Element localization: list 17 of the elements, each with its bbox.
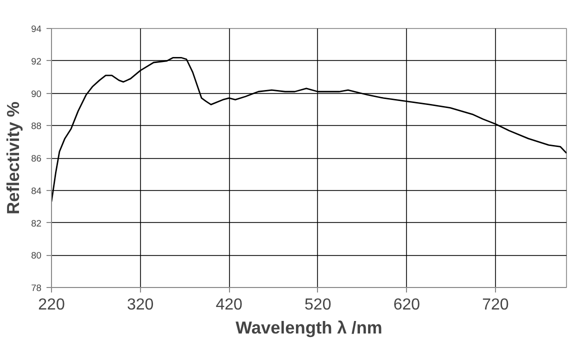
y-tick-label: 92 xyxy=(31,56,42,66)
x-axis-title: Wavelength λ /nm xyxy=(236,318,382,338)
x-tick-label: 620 xyxy=(393,296,420,314)
y-tick-label: 80 xyxy=(31,250,42,261)
y-tick-label: 82 xyxy=(31,218,42,228)
x-tick-label: 420 xyxy=(216,296,243,314)
y-tick-label: 86 xyxy=(31,154,42,164)
x-tick-label: 220 xyxy=(38,296,65,314)
x-tick-label: 520 xyxy=(304,296,332,314)
y-tick-label: 90 xyxy=(31,88,42,99)
x-tick-label: 720 xyxy=(482,296,509,314)
y-axis-title: Reflectivity % xyxy=(3,102,24,214)
y-tick-label: 78 xyxy=(31,283,42,293)
y-tick-label: 94 xyxy=(31,24,42,34)
y-tick-label: 88 xyxy=(31,121,42,132)
x-tick-label: 320 xyxy=(126,296,154,314)
y-tick-label: 84 xyxy=(31,186,42,196)
